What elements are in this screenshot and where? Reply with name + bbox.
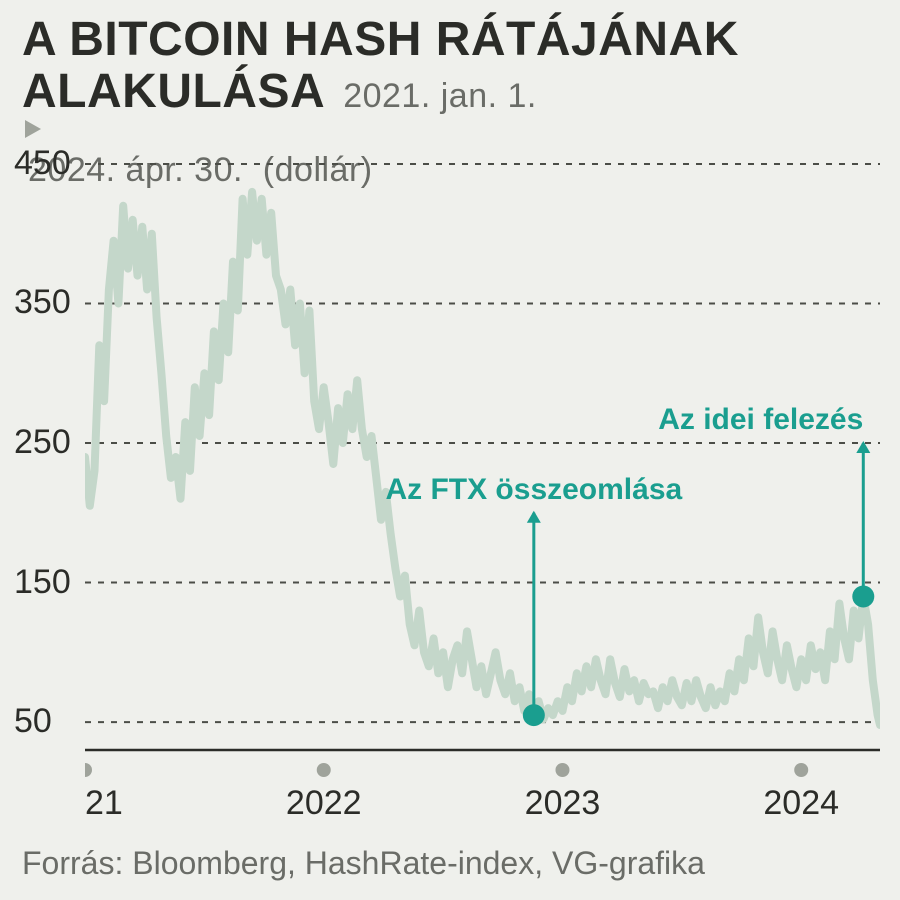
triangle-right-icon (22, 118, 878, 140)
svg-text:2022: 2022 (286, 784, 362, 822)
y-tick-label: 450 (14, 144, 80, 183)
y-tick-label: 150 (14, 563, 80, 602)
y-tick-label: 250 (14, 423, 80, 462)
svg-text:2021: 2021 (85, 784, 123, 822)
chart-title-line1: A BITCOIN HASH RÁTÁJÁNAK (22, 14, 878, 66)
chart-title-line2-main: ALAKULÁSA (22, 65, 323, 118)
y-tick-label: 50 (14, 702, 80, 741)
y-tick-label: 350 (14, 283, 80, 322)
chart-date-from: 2021. jan. 1. (343, 77, 537, 115)
chart-root: A BITCOIN HASH RÁTÁJÁNAK ALAKULÁSA 2021.… (0, 0, 900, 900)
svg-text:Az idei felezés: Az idei felezés (658, 403, 863, 436)
source-text: Forrás: Bloomberg, HashRate-index, VG-gr… (22, 845, 705, 882)
plot-svg: 2021 2022 2023 2024 Az FTX összeomlása Az ide… (85, 140, 880, 840)
svg-text:2024: 2024 (763, 784, 839, 822)
svg-text:2023: 2023 (525, 784, 601, 822)
plot-area: 2021202220232024Az FTX összeomlásaAz ide… (85, 140, 880, 760)
svg-text:Az FTX összeomlása: Az FTX összeomlása (385, 473, 682, 506)
